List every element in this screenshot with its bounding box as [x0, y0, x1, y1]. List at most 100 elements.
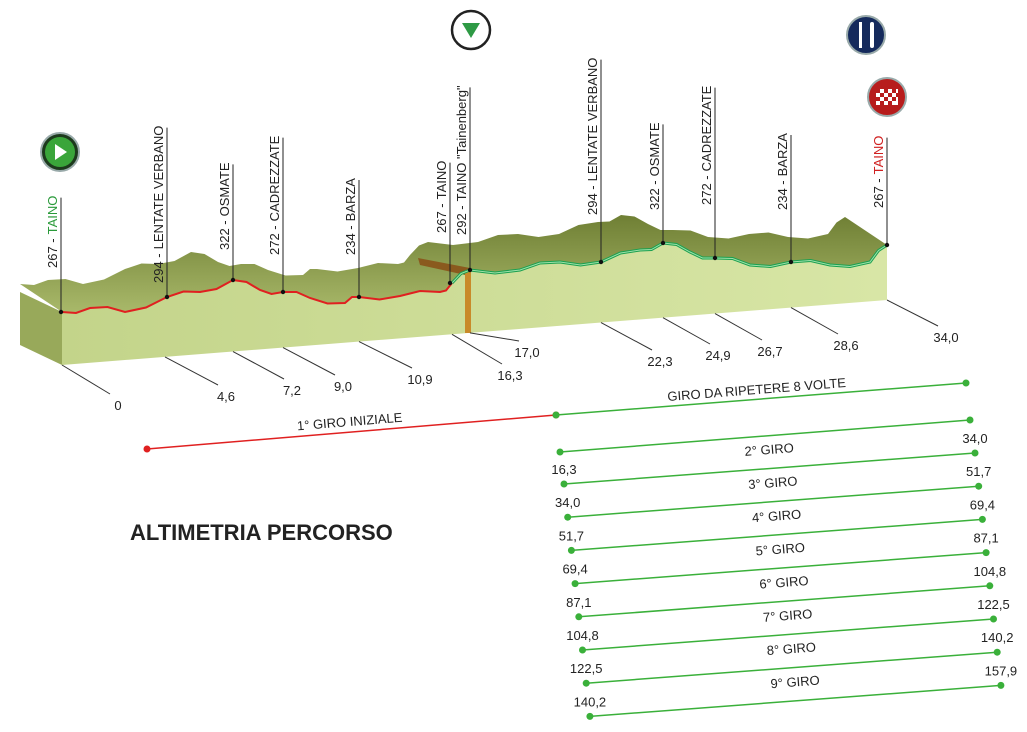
- initial-lap-line: [146, 414, 557, 450]
- lap-line-dot: [571, 580, 579, 588]
- waypoint-altitude: 322 -: [647, 180, 662, 210]
- lap-line: [571, 518, 983, 552]
- profile-top: [20, 215, 887, 313]
- waypoint-name: TAINO "Tainenberg": [454, 85, 469, 201]
- lap-line-dot: [586, 712, 594, 720]
- waypoint-label: 322 - OSMATE: [647, 122, 662, 210]
- waypoint-label: 294 - LENTATE VERBANO: [151, 126, 166, 283]
- elevation-profile: [20, 215, 888, 365]
- lap-line-dot: [990, 615, 997, 623]
- km-leader: [451, 333, 503, 365]
- waypoint-name: BARZA: [343, 178, 358, 222]
- lap-line-dot: [971, 449, 979, 457]
- km-leader: [469, 332, 520, 342]
- km-label: 7,2: [283, 383, 301, 398]
- waypoint-dot: [788, 259, 794, 265]
- waypoint-altitude: 292 -: [454, 205, 469, 235]
- lap-label: 6° GIRO: [759, 573, 809, 592]
- lap-line-dot: [560, 480, 568, 488]
- km-label: 16,3: [497, 368, 522, 383]
- km-leader: [282, 347, 336, 376]
- lap-line-dot: [993, 648, 1001, 656]
- km-leader: [600, 322, 653, 351]
- lap-label: 5° GIRO: [755, 540, 805, 559]
- waypoint-name: OSMATE: [217, 162, 232, 216]
- lap-end: 51,7: [966, 464, 991, 479]
- lap-start: 16,3: [551, 462, 576, 477]
- lap-line-dot: [975, 482, 983, 490]
- lap-line-dot: [575, 613, 583, 621]
- waypoint-altitude: 267 -: [871, 178, 886, 208]
- start-icon: [40, 132, 80, 172]
- waypoint-altitude: 234 -: [775, 180, 790, 210]
- lap-label: 3° GIRO: [748, 473, 798, 492]
- waypoint-label: 267 - TAINO: [45, 196, 60, 268]
- waypoint-dot: [164, 294, 170, 300]
- waypoint-name: CADREZZATE: [699, 85, 714, 171]
- initial-lap-line-dot: [143, 445, 151, 453]
- lap-line-dot: [579, 646, 586, 654]
- waypoint-altitude: 267 -: [434, 203, 449, 233]
- lap-line: [575, 551, 987, 585]
- waypoint-dot: [280, 289, 286, 295]
- lap-line: [582, 618, 994, 651]
- km-leader: [886, 299, 939, 327]
- route-first-lap: [61, 278, 453, 315]
- lap-line: [563, 452, 976, 485]
- lap-line-dot: [564, 513, 572, 521]
- waypoint-name: LENTATE VERBANO: [585, 58, 600, 182]
- lap-end: 87,1: [973, 531, 998, 546]
- waypoint-label: 234 - BARZA: [343, 178, 358, 255]
- finish-icon: [867, 77, 907, 117]
- waypoint-altitude: 322 -: [217, 220, 232, 250]
- repeat-lap-line-dot: [552, 411, 560, 419]
- lap-label: 8° GIRO: [766, 639, 816, 658]
- lap-start: 140,2: [574, 694, 607, 709]
- km-leader: [714, 313, 763, 341]
- waypoint-label: 272 - CADREZZATE: [699, 85, 714, 205]
- km-label: 0: [114, 398, 121, 413]
- waypoint-altitude: 272 -: [699, 175, 714, 205]
- lap-line: [578, 585, 990, 618]
- lap-label: 4° GIRO: [751, 507, 801, 526]
- waypoint-dot: [58, 309, 64, 315]
- lap-line: [567, 485, 979, 518]
- profile-front: [62, 243, 887, 365]
- lap-end: 69,4: [970, 497, 995, 512]
- waypoint-altitude: 267 -: [45, 238, 60, 268]
- waypoint-label: 294 - LENTATE VERBANO: [585, 58, 600, 215]
- lap-line-dot: [997, 681, 1005, 689]
- lap-start: 34,0: [555, 495, 580, 510]
- waypoint-label: 267 - TAINO: [871, 136, 886, 208]
- waypoint-altitude: 272 -: [267, 225, 282, 255]
- km-label: 26,7: [757, 344, 782, 359]
- climb-slope: [418, 258, 470, 276]
- waypoint-altitude: 294 -: [585, 185, 600, 215]
- lap-end: 34,0: [962, 431, 987, 446]
- waypoint-dot: [598, 259, 604, 265]
- lap-line-dot: [567, 546, 575, 554]
- waypoint-name: TAINO: [871, 136, 886, 175]
- lap-line-dot: [982, 549, 990, 557]
- lap-start: 87,1: [566, 595, 591, 610]
- waypoint-name: LENTATE VERBANO: [151, 126, 166, 250]
- lap-label: 7° GIRO: [763, 606, 813, 625]
- waypoint-name: TAINO: [45, 196, 60, 235]
- title: ALTIMETRIA PERCORSO: [130, 520, 393, 545]
- profile-side: [20, 292, 62, 365]
- waypoint-label: 322 - OSMATE: [217, 162, 232, 250]
- lap-label: 9° GIRO: [770, 673, 820, 692]
- repeat-lap-line: [555, 382, 967, 416]
- km-leader: [61, 364, 111, 395]
- km-label: 22,3: [647, 354, 672, 369]
- lap-line-dot: [966, 416, 974, 424]
- waypoint-altitude: 294 -: [151, 253, 166, 283]
- lap-start: 69,4: [562, 562, 587, 577]
- lap-label: 2° GIRO: [744, 440, 794, 459]
- waypoint-dot: [356, 294, 362, 300]
- waypoint-dot: [660, 240, 666, 246]
- km-leader: [662, 317, 711, 345]
- waypoint-name: BARZA: [775, 133, 790, 177]
- route-circuit-hl: [451, 242, 888, 284]
